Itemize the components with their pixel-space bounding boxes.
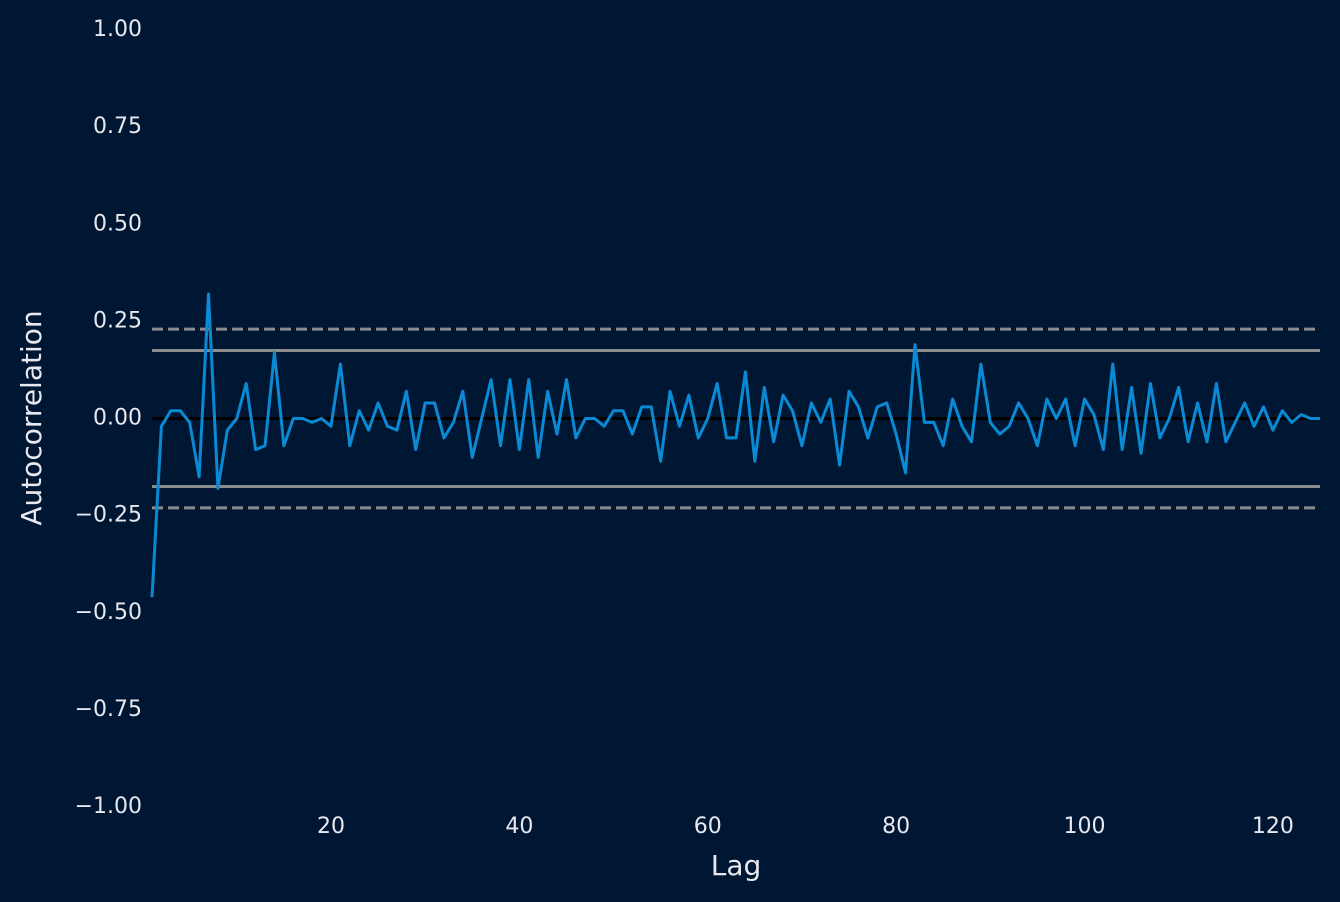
y-axis-label: Autocorrelation [15,310,48,525]
y-tick-label: −0.75 [75,697,142,722]
x-tick-label: 80 [882,814,910,839]
x-tick-label: 60 [694,814,722,839]
y-tick-label: −0.50 [75,600,142,625]
x-tick-label: 100 [1064,814,1106,839]
y-tick-label: 1.00 [93,17,142,42]
y-tick-label: −1.00 [75,794,142,819]
y-tick-label: 0.50 [93,211,142,236]
x-tick-label: 20 [317,814,345,839]
data-line [150,292,1320,598]
y-tick-label: 0.75 [93,114,142,139]
x-tick-label: 120 [1252,814,1294,839]
x-tick-label: 40 [505,814,533,839]
y-tick-label: 0.25 [93,308,142,333]
y-tick-label: −0.25 [75,503,142,528]
y-tick-label: 0.00 [93,406,142,431]
x-axis-label: Lag [711,849,762,882]
